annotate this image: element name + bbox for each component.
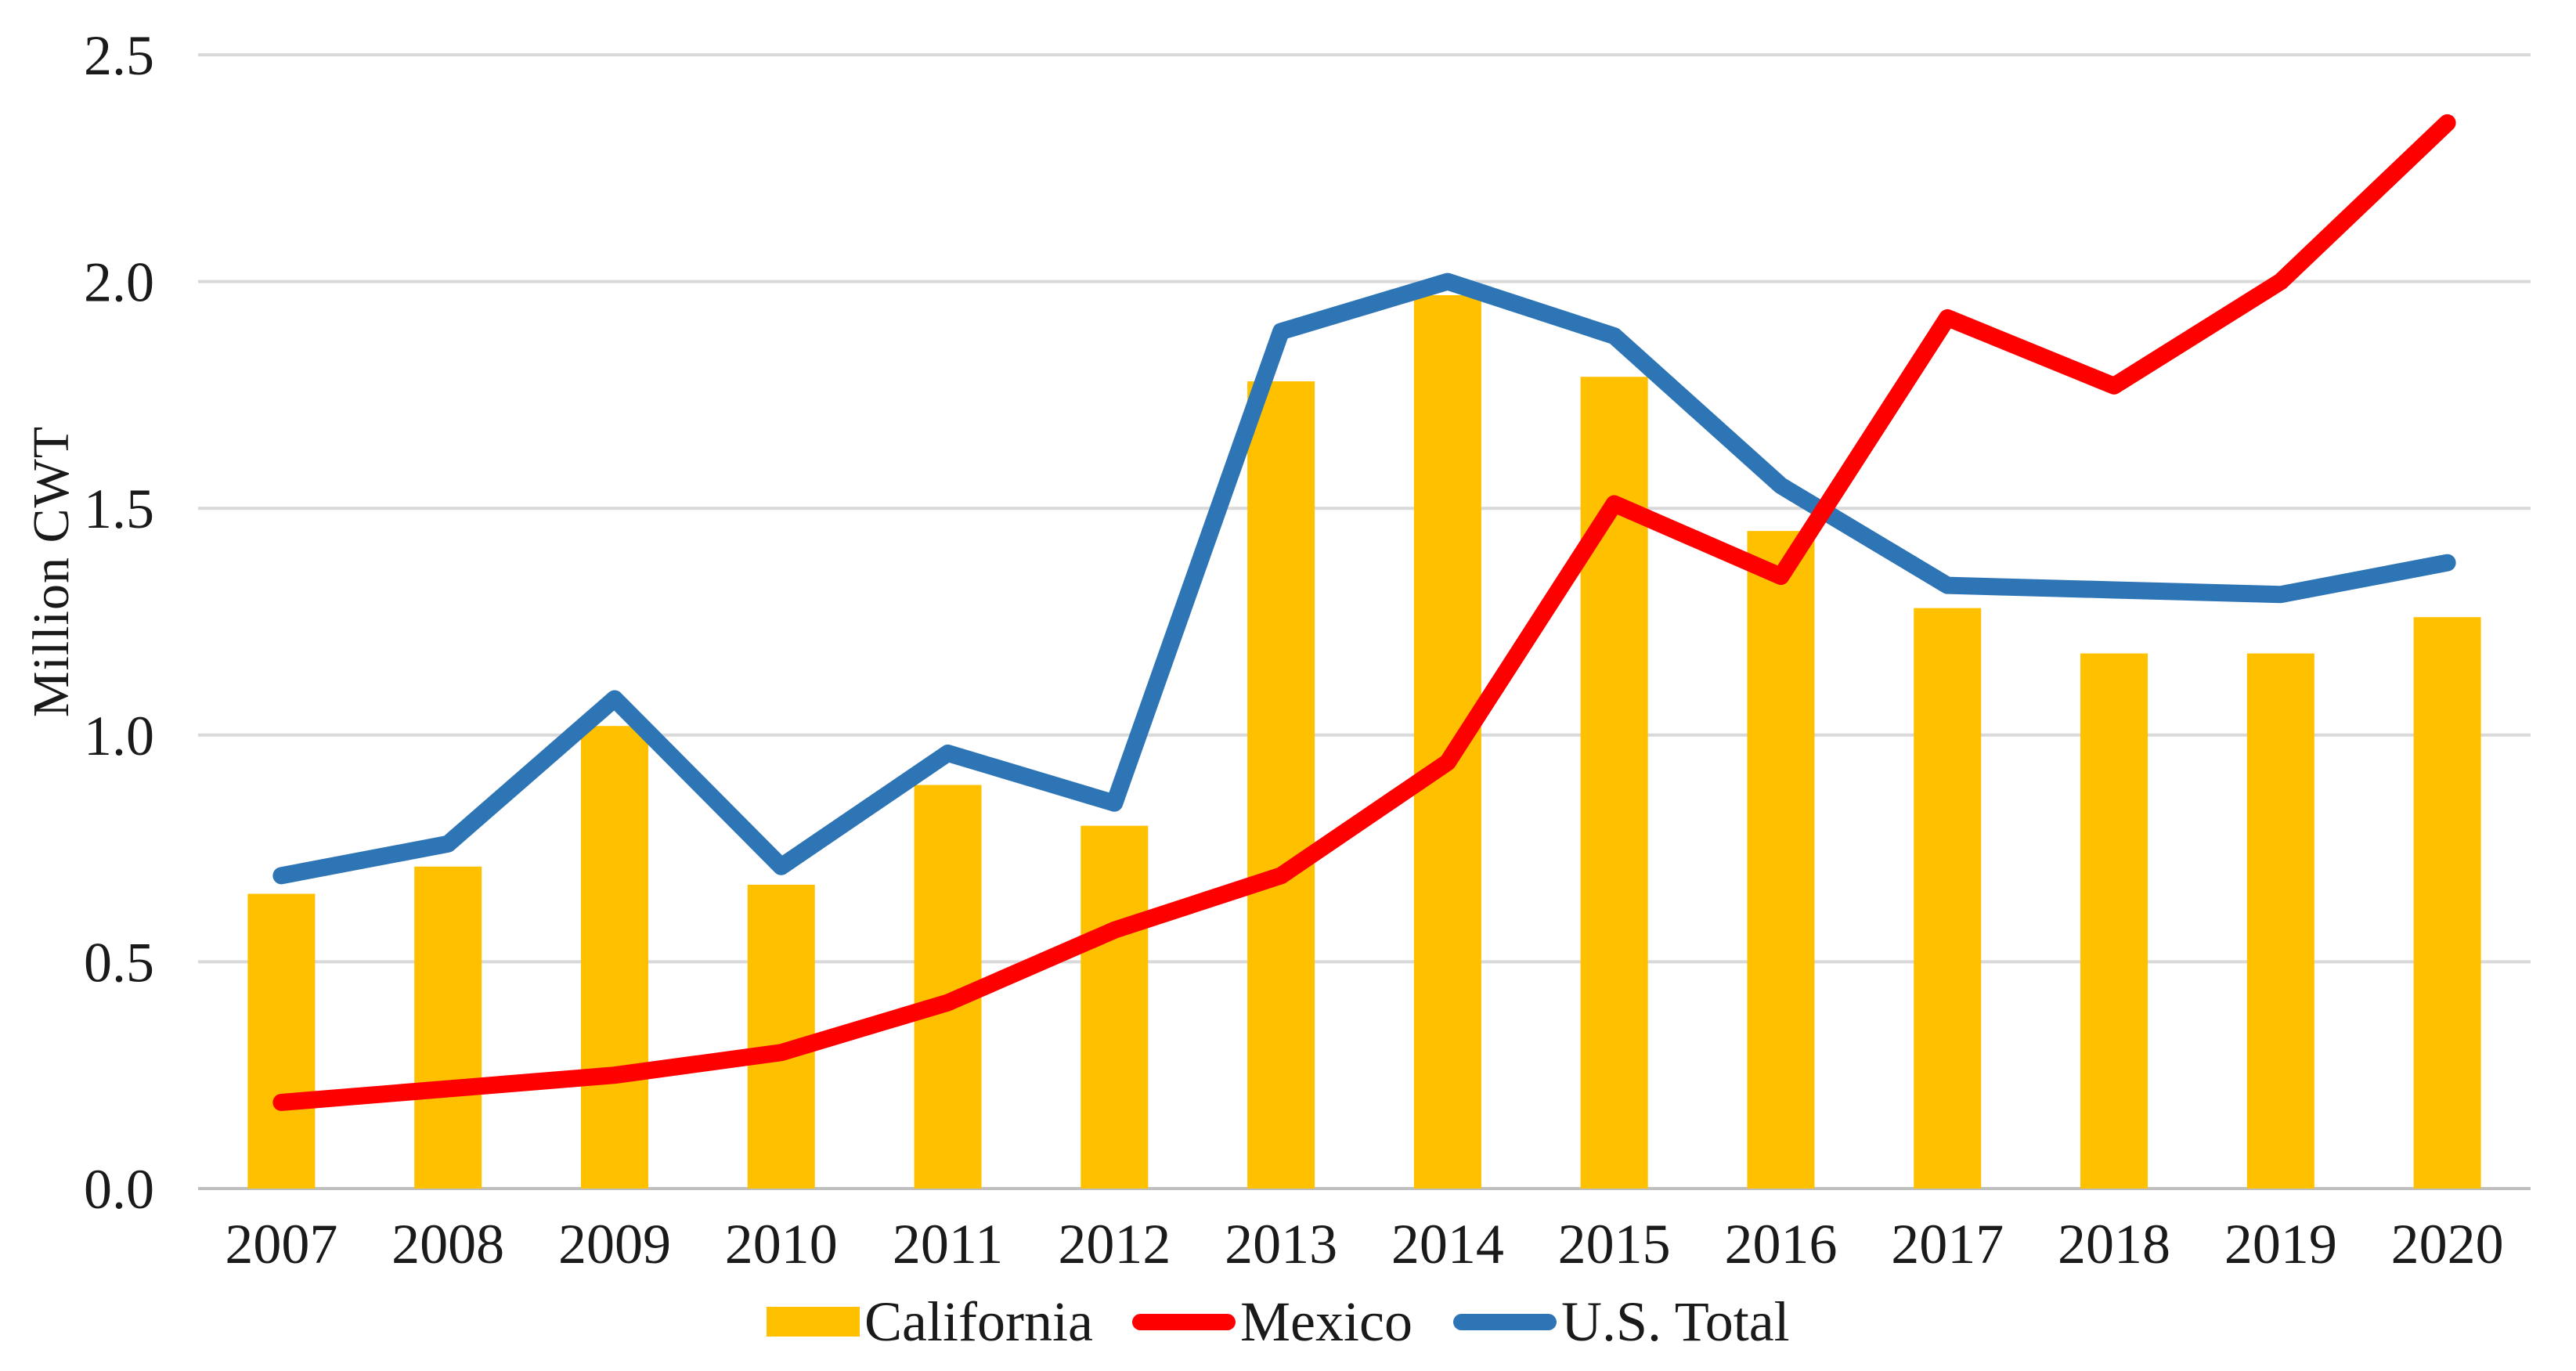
x-tick-2015: 2015 <box>1558 1213 1671 1275</box>
bar-2016 <box>1747 531 1815 1189</box>
bar-2019 <box>2246 653 2314 1189</box>
bar-2008 <box>414 866 482 1189</box>
x-tick-2014: 2014 <box>1391 1213 1504 1275</box>
x-tick-2010: 2010 <box>725 1213 838 1275</box>
x-tick-2017: 2017 <box>1891 1213 2004 1275</box>
legend-item-california: California <box>767 1292 1093 1351</box>
u-s-total-line <box>272 272 2456 885</box>
legend-label-mexico: Mexico <box>1240 1290 1412 1353</box>
bar-2013 <box>1247 381 1315 1189</box>
legend-item-us-total: U.S. Total <box>1453 1292 1790 1351</box>
bar-2012 <box>1081 825 1149 1189</box>
mexico-line-swatch-icon <box>1132 1313 1236 1330</box>
x-tick-2020: 2020 <box>2391 1213 2504 1275</box>
bar-2017 <box>1914 608 1982 1189</box>
bar-2010 <box>747 884 815 1189</box>
mexico-line <box>272 114 2456 1111</box>
bar-2009 <box>580 726 648 1189</box>
bar-2020 <box>2413 617 2481 1189</box>
x-tick-2012: 2012 <box>1058 1213 1171 1275</box>
legend-label-california: California <box>864 1290 1093 1353</box>
bar-2007 <box>247 893 316 1189</box>
y-axis-title: Million CWT <box>23 425 80 718</box>
x-tick-2018: 2018 <box>2058 1213 2170 1275</box>
us-total-line-swatch-icon <box>1453 1313 1557 1330</box>
x-tick-2019: 2019 <box>2224 1213 2337 1275</box>
x-tick-2013: 2013 <box>1225 1213 1337 1275</box>
y-tick-2.5: 2.5 <box>84 24 154 87</box>
y-tick-0.0: 0.0 <box>84 1158 154 1221</box>
bar-2014 <box>1413 294 1481 1189</box>
x-tick-2009: 2009 <box>558 1213 671 1275</box>
x-tick-2007: 2007 <box>225 1213 337 1275</box>
california-bar-swatch-icon <box>767 1307 860 1337</box>
x-tick-2016: 2016 <box>1724 1213 1837 1275</box>
legend-label-us-total: U.S. Total <box>1561 1290 1790 1353</box>
y-tick-1.5: 1.5 <box>84 478 154 540</box>
x-tick-2008: 2008 <box>391 1213 504 1275</box>
y-tick-2.0: 2.0 <box>84 251 154 314</box>
x-tick-2011: 2011 <box>893 1213 1003 1275</box>
bar-2018 <box>2080 653 2148 1189</box>
legend-item-mexico: Mexico <box>1132 1292 1412 1351</box>
y-tick-0.5: 0.5 <box>84 931 154 994</box>
y-tick-1.0: 1.0 <box>84 705 154 767</box>
